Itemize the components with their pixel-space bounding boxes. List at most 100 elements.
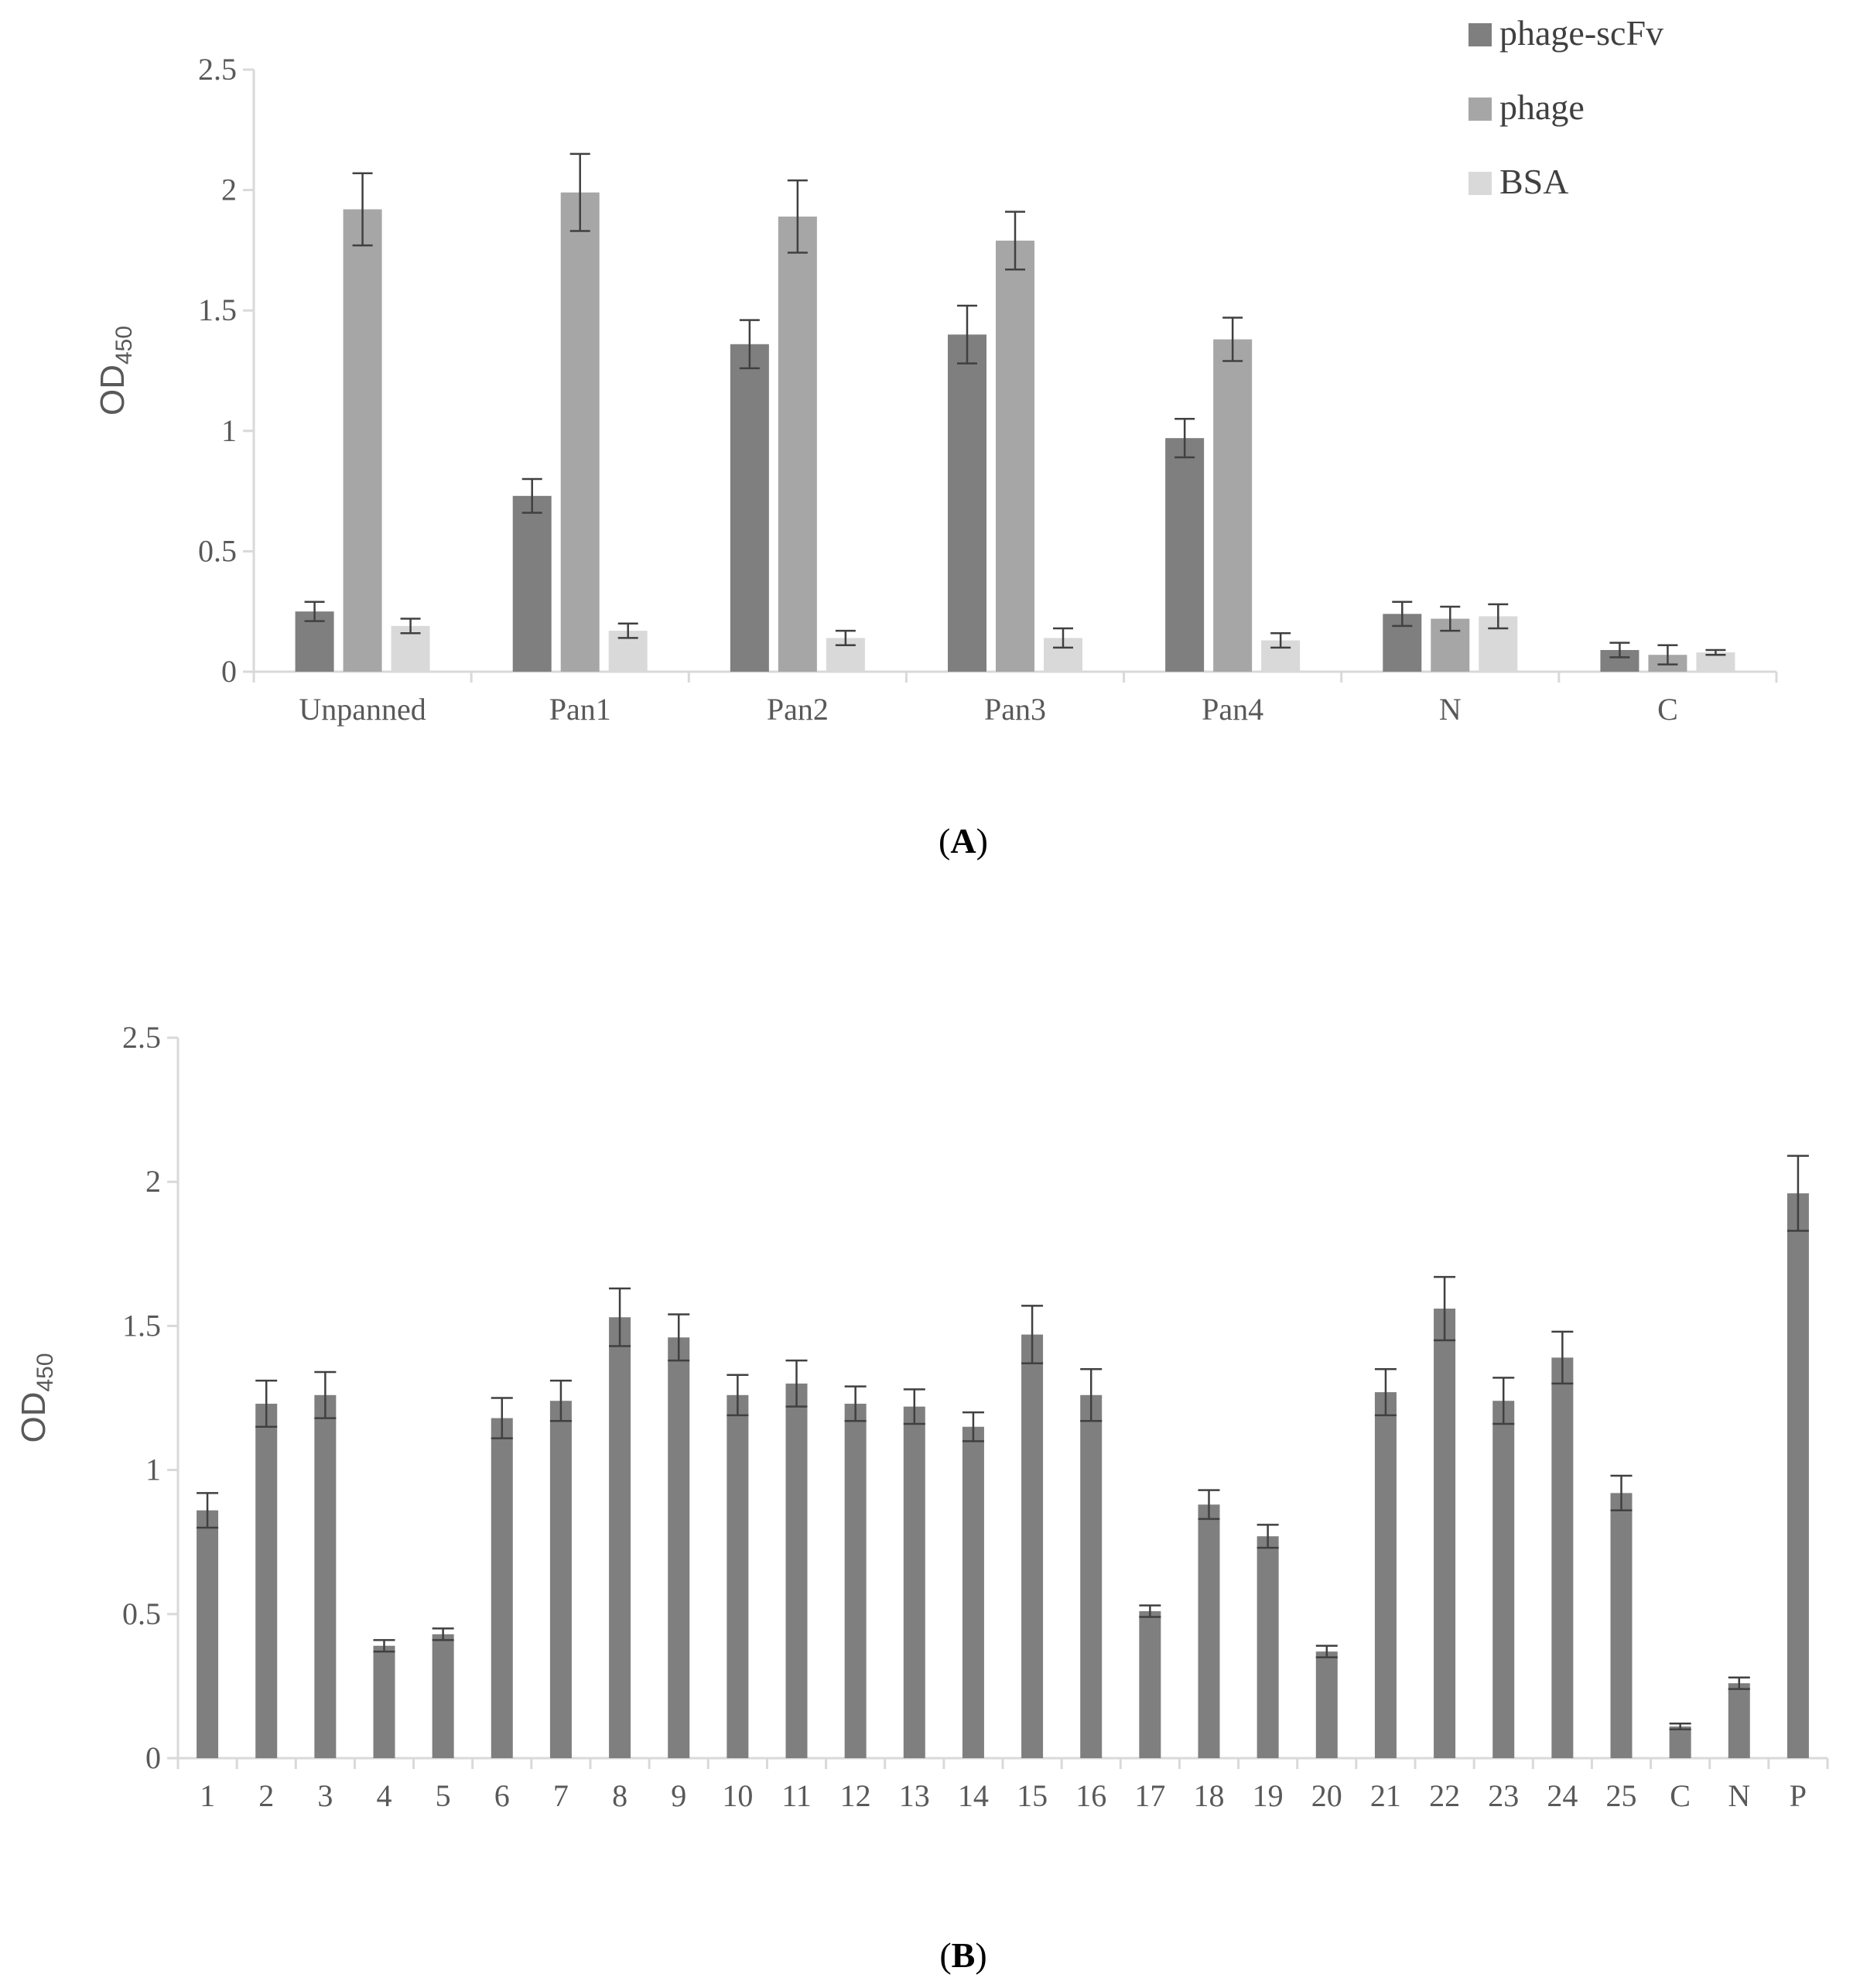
panel-a-error-bar [1222,317,1243,362]
panel-b-error-bar [668,1313,690,1362]
panel-a-bar [730,344,769,672]
panel-a-error-bar [787,179,808,254]
panel-b-bar [1021,1334,1044,1758]
panel-b-bar [491,1418,513,1758]
panel-b-y-tick-label: 2.5 [122,1020,161,1055]
panel-b-category-label: 14 [958,1778,989,1813]
panel-a-error-bar [352,172,373,247]
panel-b-error-bar [1551,1330,1574,1385]
panel-a-y-tick-label: 1 [221,413,237,448]
panel-b-bar [1610,1493,1633,1758]
panel-b-category-label: 23 [1488,1778,1519,1813]
panel-b-category-label: 25 [1606,1778,1637,1813]
panel-b-category-label: C [1670,1778,1691,1813]
panel-a-legend: phage-scFv phage BSA [1469,13,1663,201]
panel-b-error-bar [314,1370,337,1419]
panel-a-error-bar [1657,644,1678,666]
panel-b-error-bar [197,1492,219,1529]
panel-b-bar [373,1645,395,1758]
panel-b-error-bar [432,1627,454,1641]
panel-b-error-bar [1198,1489,1220,1521]
panel-a-y-axis-label-main: OD [94,364,132,416]
panel-a-error-bar [957,304,977,364]
panel-a-error-bar [1005,210,1025,271]
panel-b-category-label: 11 [781,1778,812,1813]
panel-b-error-bar [1669,1723,1691,1731]
panel-b-error-bar [1374,1368,1397,1417]
panel-b-category-label: 5 [436,1778,451,1813]
panel-a-category-label: C [1657,692,1678,727]
panel-b-bar [903,1406,925,1758]
panel-b-error-bar [1610,1474,1633,1511]
panel-a-bar [948,334,986,672]
panel-b-error-bar [1021,1305,1044,1365]
panel-a-bar [778,216,817,672]
panel-b-error-bar [785,1359,808,1408]
panel-a-category-label: Pan2 [767,692,829,727]
panel-a-category-label: N [1439,692,1462,727]
panel-b-bar [1198,1504,1220,1758]
panel-b-error-bar [255,1379,278,1428]
panel-b-bar [1669,1726,1691,1758]
panel-a-error-bar [617,622,638,639]
panel-a-error-bar [1440,605,1461,632]
panel-a-error-bar [1270,631,1291,649]
panel-a-bar [560,192,600,672]
panel-b-category-label: N [1728,1778,1750,1813]
legend-item: phage-scFv [1469,13,1663,53]
panel-a-bar [512,495,552,672]
panel-a-error-bar [1053,627,1073,649]
panel-b-bar [1139,1611,1161,1758]
panel-a-error-bar [521,477,542,514]
panel-b-bar [1434,1309,1456,1758]
panel-b-y-axis-label-main: OD [15,1392,53,1443]
panel-a-error-bar [569,152,590,232]
panel-b-bar [1551,1357,1574,1758]
panel-b-error-bar [1080,1368,1103,1422]
panel-b-category-label: 6 [494,1778,510,1813]
panel-b-y-tick-label: 2 [145,1164,161,1199]
panel-a-y-axis-label-sub: 450 [111,326,137,364]
panel-b-bar [314,1394,337,1758]
panel-b-bar [1492,1401,1515,1758]
panel-b-y-axis-label: OD450 [15,1353,58,1442]
legend-label: BSA [1499,162,1568,201]
panel-a-category-label: Pan4 [1202,692,1263,727]
panel-b-category-label: 8 [612,1778,627,1813]
panel-b-bar [668,1337,690,1758]
panel-b-error-bar [1315,1644,1338,1658]
panel-b-category-label: 15 [1017,1778,1048,1813]
panel-b-category-label: P [1790,1778,1807,1813]
panel-b-error-bar [1257,1524,1279,1549]
panel-a-chart: 0 0.5 1 1.5 2 2.5 Unpanned Pan1 Pan2 Pan3 Pan4 N C OD… [94,52,1778,727]
panel-b-bar [1315,1651,1338,1758]
panel-b-error-bar [727,1374,749,1417]
panel-b-error-bar [1728,1676,1750,1690]
panel-b-bar [1728,1683,1750,1758]
panel-a-bar [1213,339,1253,672]
panel-a-bar [996,240,1034,672]
panel-b-error-bar [491,1397,513,1439]
legend-swatch [1469,172,1492,195]
panel-b-bar [844,1403,867,1758]
panel-b-error-bar [844,1385,867,1422]
legend-item: phage [1469,87,1585,127]
panel-b-category-label: 22 [1429,1778,1460,1813]
panel-b-y-tick-label: 1.5 [122,1308,161,1343]
panel-b-category-label: 2 [258,1778,274,1813]
panel-a-y-tick-label: 2 [221,173,237,207]
panel-b-error-bar [1434,1275,1456,1342]
panel-b-bar [197,1510,219,1758]
panel-b-bar [962,1426,984,1758]
panel-b-y-axis-label-sub: 450 [32,1353,58,1391]
panel-b-bar [549,1401,572,1758]
panel-b-error-bar [1786,1155,1809,1232]
panel-b-category-label: 20 [1311,1778,1342,1813]
panel-a-label: A [950,821,976,861]
panel-b-category-label: 18 [1194,1778,1225,1813]
panel-b-category-label: 10 [722,1778,753,1813]
panel-b-caption: (B) [939,1935,986,1975]
legend-label: phage [1499,87,1585,127]
panel-a-category-label: Pan1 [549,692,611,727]
panel-b-category-label: 9 [671,1778,686,1813]
